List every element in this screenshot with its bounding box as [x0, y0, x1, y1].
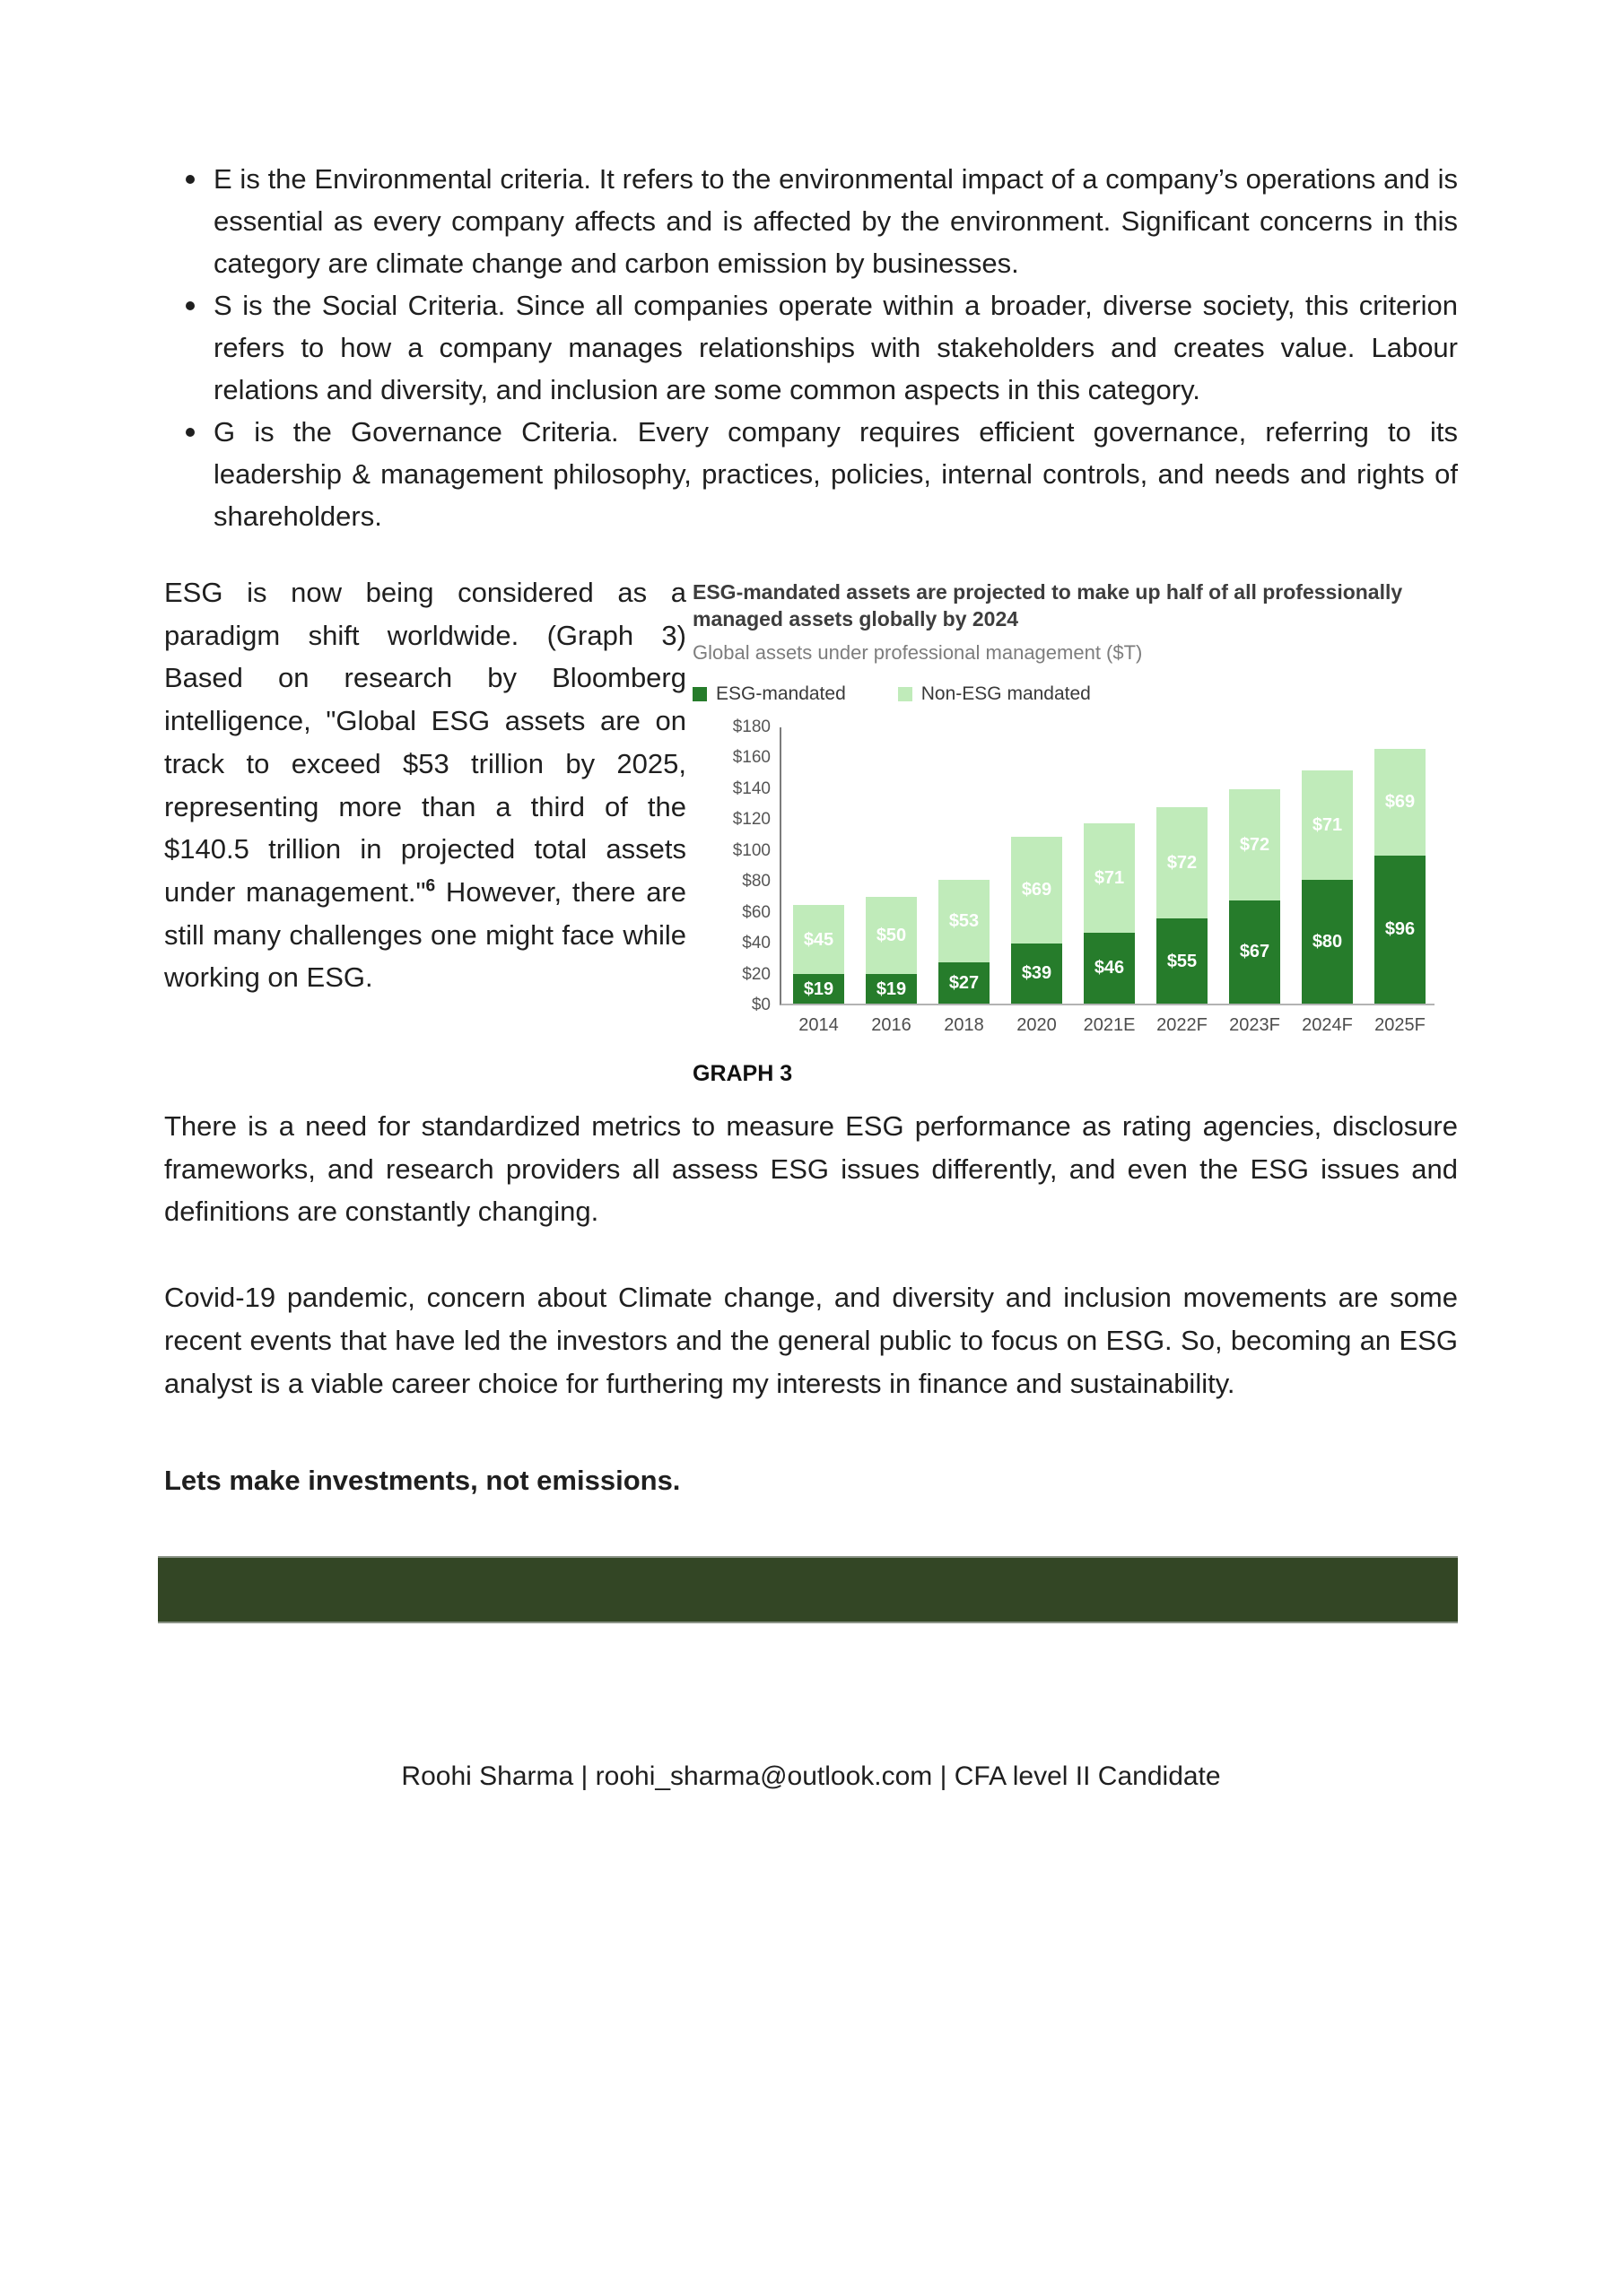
legend-label: Non-ESG mandated [920, 683, 1091, 704]
bar-segment-esg-mandated: $39 [1011, 943, 1062, 1004]
esg-paradigm-column: ESG is now being considered as a paradig… [164, 571, 686, 1087]
bar-segment-non-esg-mandated: $69 [1011, 837, 1062, 944]
bar-segment-esg-mandated: $55 [1156, 918, 1208, 1004]
y-axis-tick-label: $100 [732, 840, 771, 860]
bar-column: $71 $80 2024F [1302, 727, 1353, 1035]
bar-value-label: $45 [803, 929, 834, 950]
bar-column: $50 $19 2016 [866, 727, 917, 1035]
bar-segment-non-esg-mandated: $72 [1156, 807, 1208, 919]
footer-credit: Roohi Sharma | roohi_sharma@outlook.com … [401, 1761, 1221, 1792]
bar-segment-non-esg-mandated: $71 [1302, 770, 1353, 881]
bar-segment-non-esg-mandated: $71 [1084, 822, 1135, 933]
chart-title: ESG-mandated assets are projected to mak… [693, 580, 1403, 631]
legend-swatch [897, 687, 912, 701]
bar-value-label: $46 [1094, 958, 1125, 978]
document-page: E is the Environmental criteria. It refe… [158, 158, 1458, 1792]
bar-column: $69 $39 2020 [1011, 727, 1062, 1035]
bar-segment-esg-mandated: $19 [866, 974, 917, 1004]
x-axis-label: 2020 [1016, 1015, 1057, 1035]
legend-item-non-esg-mandated: Non-ESG mandated [897, 683, 1091, 705]
bar-segment-esg-mandated: $19 [793, 974, 844, 1004]
bar-segment-esg-mandated: $67 [1229, 900, 1280, 1004]
bar-segment-non-esg-mandated: $53 [938, 880, 990, 962]
bar-segment-non-esg-mandated: $50 [866, 897, 917, 975]
chart-legend: ESG-mandated Non-ESG mandated [693, 683, 1482, 706]
y-axis-tick-label: $40 [742, 934, 771, 953]
chart-bars: $45 $19 2014 $50 $19 2016 $53 $27 2018 $69 $39 2020… [780, 727, 1435, 1035]
bar-segment-esg-mandated: $96 [1374, 855, 1426, 1004]
y-axis-tick-label: $0 [751, 996, 771, 1014]
bar-value-label: $69 [1384, 792, 1416, 813]
bullet-social-text: S is the Social Criteria. Since all comp… [214, 290, 1458, 405]
x-axis-label: 2021E [1083, 1015, 1136, 1035]
bar-value-label: $67 [1239, 942, 1270, 962]
bullet-environmental: E is the Environmental criteria. It refe… [164, 158, 1458, 284]
y-axis-tick-label: $60 [742, 902, 771, 922]
bar-column: $69 $96 2025F [1374, 727, 1426, 1035]
y-axis-tick-label: $180 [732, 718, 771, 736]
esg-paragraph-text-after: However, there are still many challenges… [164, 875, 686, 994]
legend-item-esg-mandated: ESG-mandated [693, 683, 846, 705]
bar-value-label: $96 [1384, 919, 1416, 940]
x-axis-label: 2025F [1374, 1015, 1426, 1035]
bar-value-label: $50 [876, 926, 907, 946]
legend-swatch [693, 687, 707, 701]
bullet-social: S is the Social Criteria. Since all comp… [164, 284, 1458, 411]
esg-paragraph-text: ESG is now being considered as a paradig… [164, 577, 686, 908]
bullet-environmental-text: E is the Environmental criteria. It refe… [214, 163, 1458, 279]
chart-caption: GRAPH 3 [693, 1061, 793, 1086]
bar-column: $72 $55 2022F [1156, 727, 1208, 1035]
bar-value-label: $72 [1239, 834, 1270, 855]
bar-value-label: $72 [1166, 853, 1198, 874]
bullet-governance-text: G is the Governance Criteria. Every comp… [214, 416, 1458, 532]
esg-paradigm-paragraph: ESG is now being considered as a paradig… [164, 571, 686, 999]
bar-value-label: $80 [1312, 932, 1343, 952]
x-axis-label: 2016 [871, 1015, 911, 1035]
bullet-governance: G is the Governance Criteria. Every comp… [164, 411, 1458, 537]
bar-value-label: $27 [948, 972, 980, 993]
y-axis-tick-label: $80 [742, 872, 771, 891]
x-axis-label: 2014 [798, 1015, 839, 1035]
bar-value-label: $19 [876, 978, 907, 999]
x-axis-label: 2024F [1302, 1015, 1353, 1035]
tagline: Lets make investments, not emissions. [164, 1465, 681, 1497]
stacked-bar-chart: $0 $20 $40 $60 $80 $100 $120 $140 $160 $180 $45 $1… [693, 718, 1482, 1035]
bar-value-label: $71 [1312, 815, 1343, 836]
bar-segment-esg-mandated: $80 [1302, 880, 1353, 1004]
bar-value-label: $69 [1021, 880, 1052, 900]
y-axis-tick-label: $120 [732, 810, 771, 830]
divider-bar [158, 1556, 1458, 1624]
bar-value-label: $55 [1166, 951, 1198, 971]
bar-value-label: $71 [1094, 867, 1125, 888]
y-axis-tick-label: $20 [742, 964, 771, 984]
x-axis-label: 2022F [1156, 1015, 1208, 1035]
chart-column: ESG-mandated assets are projected to mak… [686, 571, 1482, 1087]
bar-column: $71 $46 2021E [1084, 727, 1135, 1035]
y-axis-tick-label: $140 [732, 778, 771, 798]
paragraph-and-chart-section: ESG is now being considered as a paradig… [164, 571, 1458, 1087]
esg-criteria-bullet-list: E is the Environmental criteria. It refe… [164, 158, 1458, 537]
chart-y-axis: $0 $20 $40 $60 $80 $100 $120 $140 $160 $180 [693, 718, 780, 1014]
bar-column: $45 $19 2014 [793, 727, 844, 1035]
paragraph-covid: Covid-19 pandemic, concern about Climate… [164, 1282, 1458, 1399]
paragraph-standardized-metrics: There is a need for standardized metrics… [164, 1110, 1458, 1228]
bar-segment-non-esg-mandated: $69 [1374, 748, 1426, 856]
bar-value-label: $53 [948, 910, 980, 931]
chart-subtitle: Global assets under professional managem… [693, 641, 1143, 664]
y-axis-tick-label: $160 [732, 748, 771, 768]
bar-segment-non-esg-mandated: $45 [793, 904, 844, 975]
bar-segment-esg-mandated: $27 [938, 961, 990, 1004]
bar-value-label: $19 [803, 978, 834, 999]
bar-segment-esg-mandated: $46 [1084, 932, 1135, 1004]
bar-segment-non-esg-mandated: $72 [1229, 788, 1280, 900]
x-axis-label: 2023F [1229, 1015, 1280, 1035]
bar-column: $53 $27 2018 [938, 727, 990, 1035]
bar-column: $72 $67 2023F [1229, 727, 1280, 1035]
footnote-reference: 6 [425, 876, 436, 896]
x-axis-label: 2018 [944, 1015, 984, 1035]
legend-label: ESG-mandated [716, 683, 846, 704]
bar-value-label: $39 [1021, 963, 1052, 984]
